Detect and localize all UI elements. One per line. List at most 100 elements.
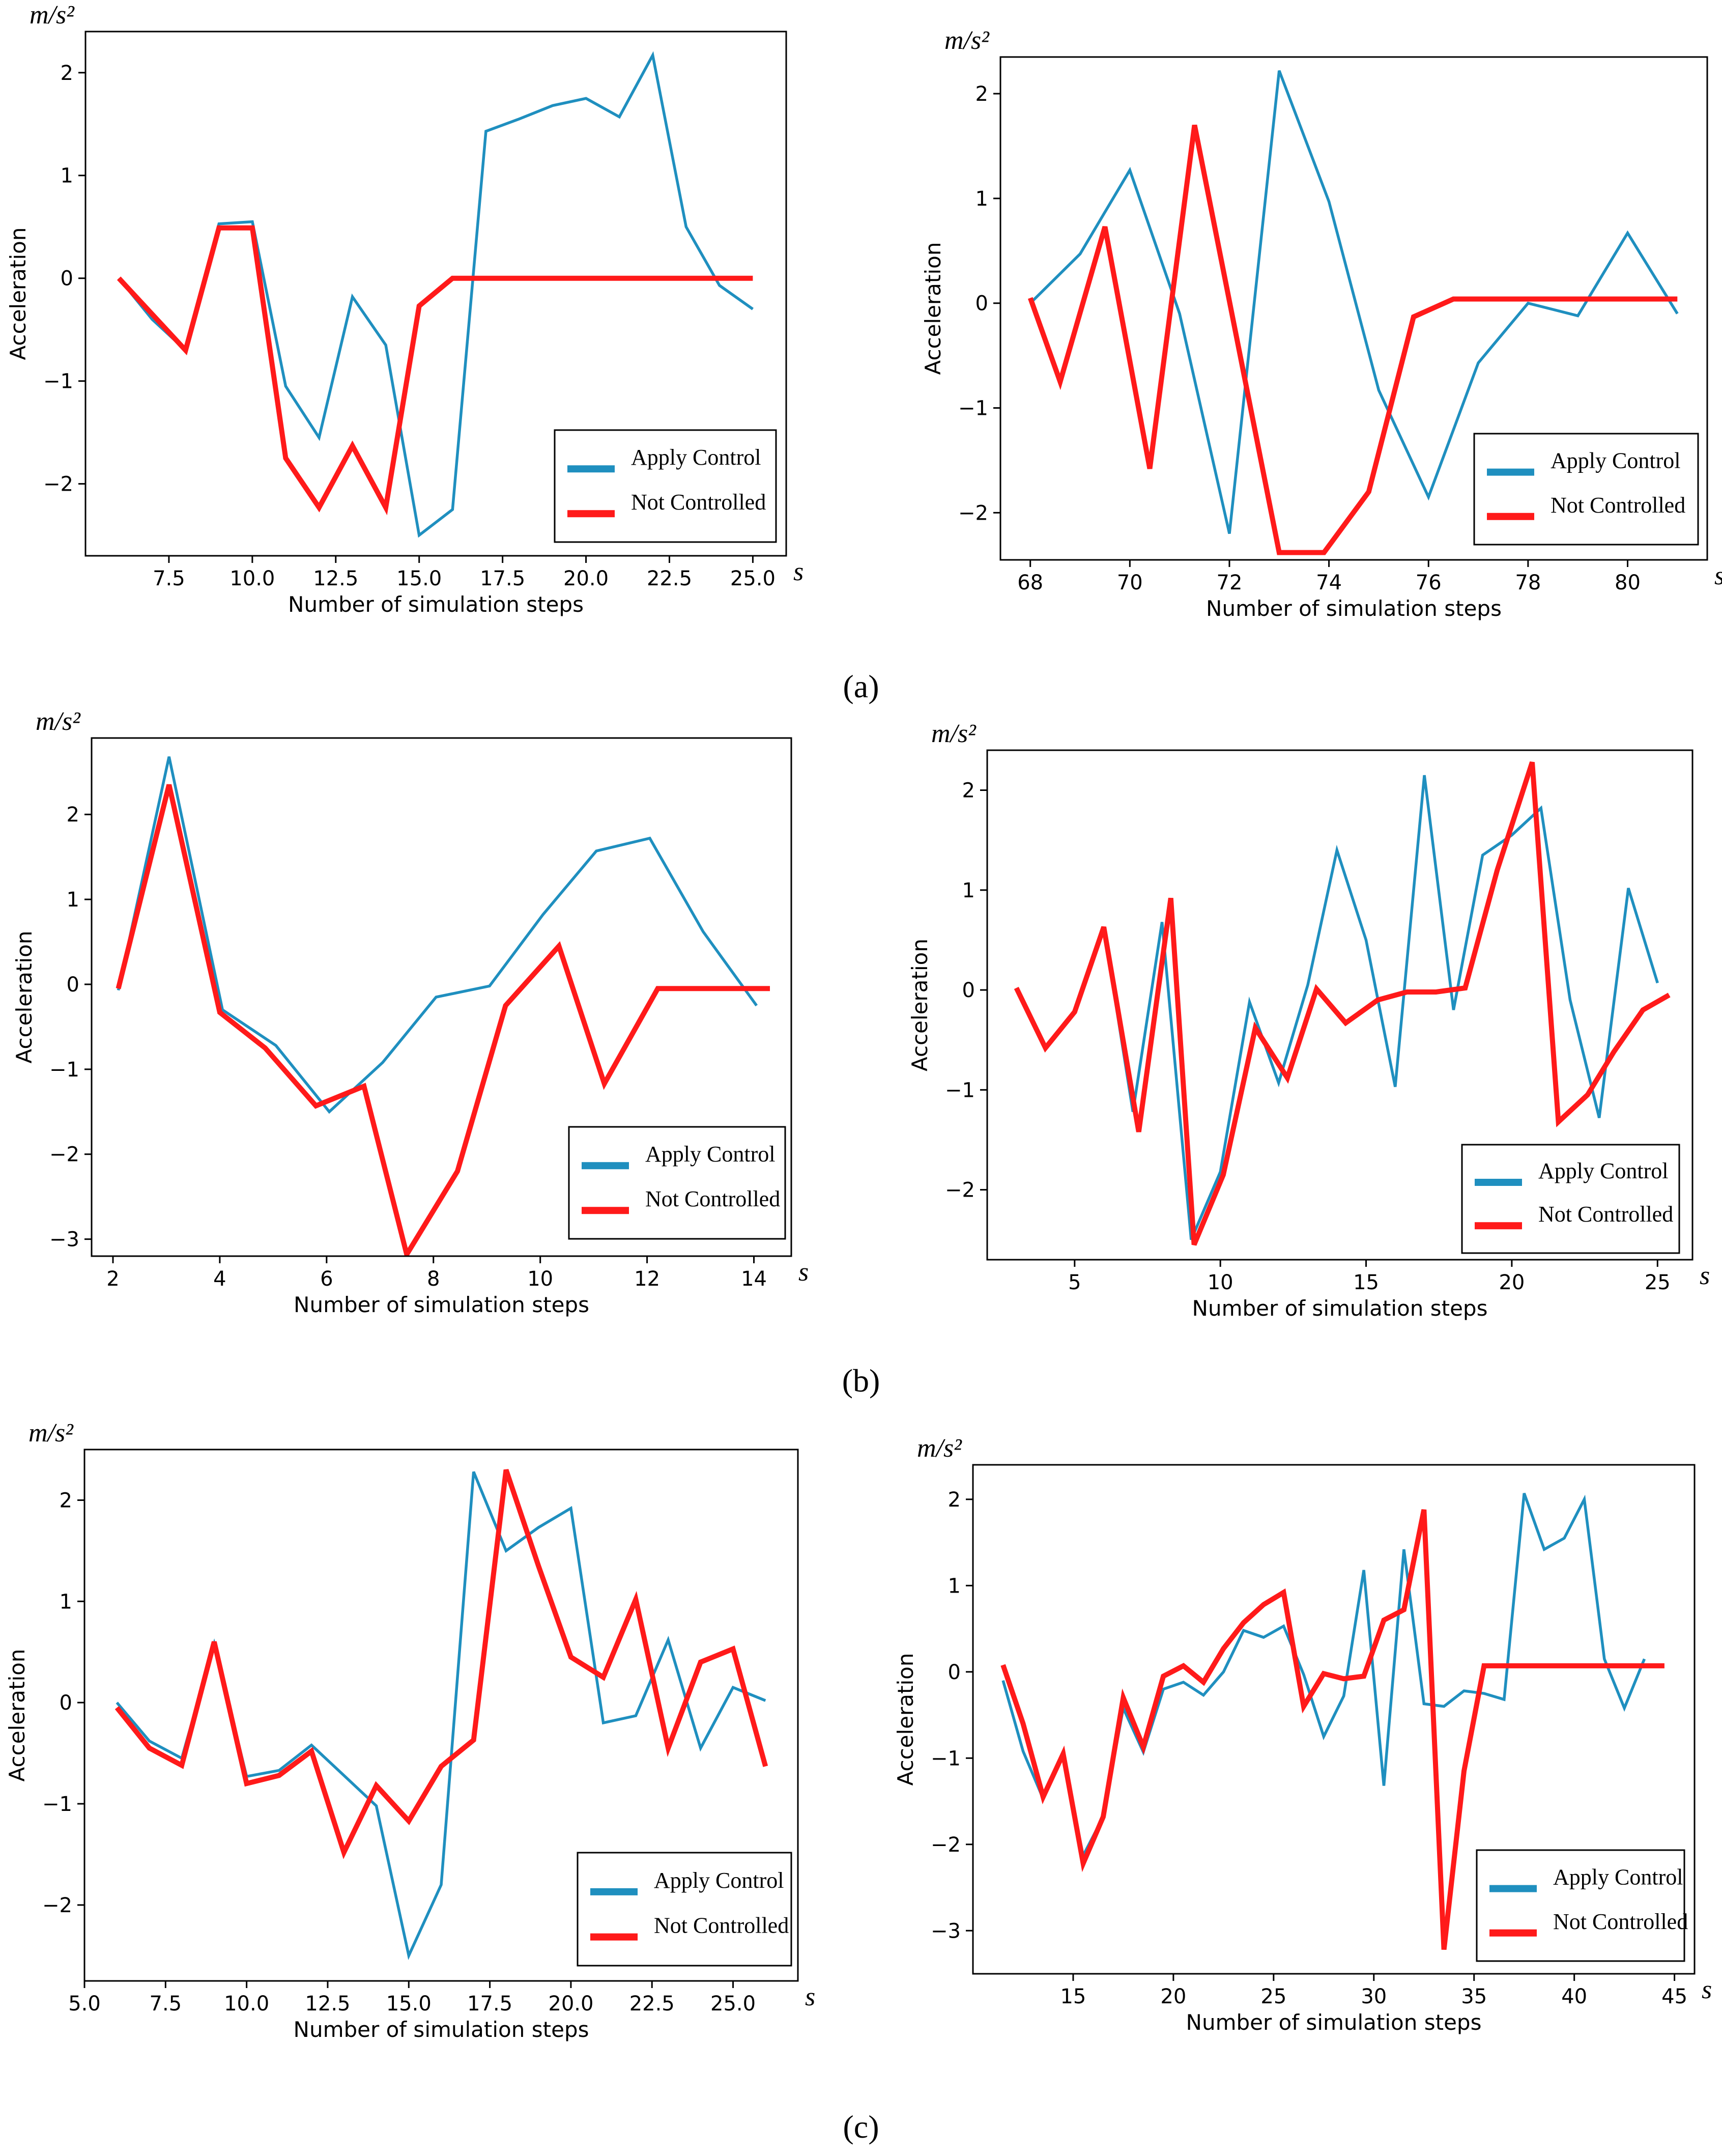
x-tick-label: 20 bbox=[1160, 1985, 1186, 2008]
x-axis-label: Number of simulation steps bbox=[288, 592, 584, 617]
x-tick-label: 25.0 bbox=[730, 567, 776, 590]
legend-label-not-controlled: Not Controlled bbox=[631, 490, 766, 515]
x-tick-label: 70 bbox=[1117, 571, 1143, 594]
charts-layer: 7.5 10.0 12.5 15.0 17.5 20.0 22.5 25.0 −2 −1 0 1 2 Nu… bbox=[5, 1, 1722, 2042]
series-line-not-controlled bbox=[117, 225, 753, 516]
y-tick-label: 2 bbox=[962, 779, 975, 803]
chart-6: 15 20 25 30 35 40 45 −3 −2 −1 0 1 2 Number of simulat… bbox=[893, 1434, 1712, 2035]
x-tick-label: 40 bbox=[1561, 1985, 1587, 2008]
x-tick-label: 72 bbox=[1217, 571, 1243, 594]
y-tick-label: −2 bbox=[42, 1894, 72, 1917]
plot-frame bbox=[91, 737, 792, 1257]
x-tick-label: 6 bbox=[320, 1267, 333, 1291]
y-tick-label: 0 bbox=[61, 267, 73, 291]
x-tick-label: 22.5 bbox=[629, 1992, 675, 2016]
legend: Apply Control Not Controlled bbox=[554, 429, 777, 543]
x-tick-label: 15 bbox=[1353, 1271, 1379, 1294]
x-tick-label: 17.5 bbox=[480, 567, 525, 590]
series-line-not-controlled bbox=[114, 1469, 768, 1859]
x-tick-label: 76 bbox=[1416, 571, 1442, 594]
plot-area bbox=[116, 756, 770, 1256]
x-tick-label: 10 bbox=[527, 1267, 553, 1291]
legend-label-not-controlled: Not Controlled bbox=[1538, 1202, 1673, 1227]
x-axis-label: Number of simulation steps bbox=[1192, 1296, 1488, 1321]
plot-frame bbox=[986, 749, 1694, 1261]
s-unit-label: s bbox=[793, 557, 803, 586]
y-tick-label: 2 bbox=[975, 82, 988, 106]
series-line-apply-control bbox=[117, 756, 758, 1114]
y-tick-label: 2 bbox=[948, 1488, 961, 1512]
legend-label-apply-control: Apply Control bbox=[1553, 1865, 1683, 1890]
x-tick-label: 7.5 bbox=[153, 567, 185, 590]
x-tick-label: 78 bbox=[1515, 571, 1541, 594]
y-tick-label: 1 bbox=[962, 879, 975, 902]
plot-frame bbox=[999, 56, 1708, 561]
y-axis-label: Acceleration bbox=[907, 939, 932, 1071]
x-tick-label: 10.0 bbox=[229, 567, 275, 590]
legend-box bbox=[1476, 1849, 1685, 1962]
s-unit-label: s bbox=[1714, 561, 1722, 590]
unit-label: m/s² bbox=[931, 719, 977, 748]
y-tick-label: 0 bbox=[962, 979, 975, 1002]
x-axis-label: Number of simulation steps bbox=[294, 2017, 589, 2042]
plot-frame bbox=[972, 1464, 1696, 1975]
y-tick-label: 1 bbox=[975, 187, 988, 211]
legend: Apply Control Not Controlled bbox=[1473, 433, 1699, 546]
y-axis-label: Acceleration bbox=[6, 228, 31, 360]
series-line-apply-control bbox=[118, 51, 754, 538]
y-tick-label: 0 bbox=[67, 973, 79, 997]
x-tick-label: 25.0 bbox=[710, 1992, 756, 2016]
x-axis-label: Number of simulation steps bbox=[1206, 596, 1502, 621]
legend-box bbox=[568, 1126, 786, 1240]
y-tick-label: −3 bbox=[49, 1228, 79, 1252]
y-tick-label: −1 bbox=[958, 397, 988, 420]
x-tick-label: 10 bbox=[1208, 1271, 1233, 1294]
unit-label: m/s² bbox=[36, 707, 81, 736]
legend-box bbox=[1473, 433, 1699, 546]
legend: Apply Control Not Controlled bbox=[1461, 1144, 1680, 1254]
x-tick-label: 10.0 bbox=[224, 1992, 269, 2016]
y-tick-label: 2 bbox=[61, 62, 73, 85]
plot-area bbox=[117, 51, 754, 538]
x-tick-label: 8 bbox=[427, 1267, 440, 1291]
x-tick-label: 25 bbox=[1260, 1985, 1286, 2008]
unit-label: m/s² bbox=[917, 1434, 962, 1463]
legend-box bbox=[577, 1852, 792, 1967]
y-axis-label: Acceleration bbox=[893, 1653, 918, 1786]
x-tick-label: 2 bbox=[106, 1267, 119, 1291]
y-tick-label: −1 bbox=[49, 1058, 79, 1082]
y-tick-label: −1 bbox=[42, 1793, 72, 1816]
y-tick-label: 0 bbox=[60, 1691, 72, 1715]
x-tick-label: 22.5 bbox=[647, 567, 692, 590]
x-tick-label: 12.5 bbox=[313, 567, 358, 590]
legend-label-apply-control: Apply Control bbox=[631, 445, 761, 470]
chart-5: 5.0 7.5 10.0 12.5 15.0 17.5 20.0 22.5 25.0 −2 −1 0 1… bbox=[5, 1419, 815, 2042]
x-axis-label: Number of simulation steps bbox=[1186, 2010, 1482, 2035]
legend-box bbox=[1461, 1144, 1680, 1254]
x-tick-label: 35 bbox=[1461, 1985, 1487, 2008]
x-tick-label: 14 bbox=[741, 1267, 767, 1291]
y-tick-label: −2 bbox=[49, 1143, 79, 1167]
x-tick-label: 20.0 bbox=[563, 567, 609, 590]
y-tick-label: 1 bbox=[948, 1574, 961, 1598]
y-axis-label: Acceleration bbox=[12, 931, 37, 1064]
x-tick-label: 5 bbox=[1068, 1271, 1081, 1294]
y-tick-label: 1 bbox=[67, 888, 79, 912]
x-tick-label: 15.0 bbox=[386, 1992, 432, 2016]
plot-area bbox=[1014, 761, 1671, 1246]
legend-label-not-controlled: Not Controlled bbox=[1551, 493, 1685, 518]
legend-label-not-controlled: Not Controlled bbox=[645, 1186, 780, 1211]
legend-label-not-controlled: Not Controlled bbox=[654, 1913, 789, 1938]
s-unit-label: s bbox=[798, 1258, 809, 1287]
x-tick-label: 30 bbox=[1361, 1985, 1387, 2008]
y-tick-label: 1 bbox=[60, 1590, 72, 1613]
y-axis-label: Acceleration bbox=[921, 242, 945, 375]
y-tick-label: −2 bbox=[931, 1833, 961, 1857]
chart-1: 7.5 10.0 12.5 15.0 17.5 20.0 22.5 25.0 −2 −1 0 1 2 Nu… bbox=[6, 1, 803, 617]
x-axis-label: Number of simulation steps bbox=[294, 1292, 589, 1317]
y-tick-label: −2 bbox=[958, 501, 988, 525]
panel-label-c: (c) bbox=[843, 2109, 879, 2145]
series-line-apply-control bbox=[1029, 70, 1679, 534]
